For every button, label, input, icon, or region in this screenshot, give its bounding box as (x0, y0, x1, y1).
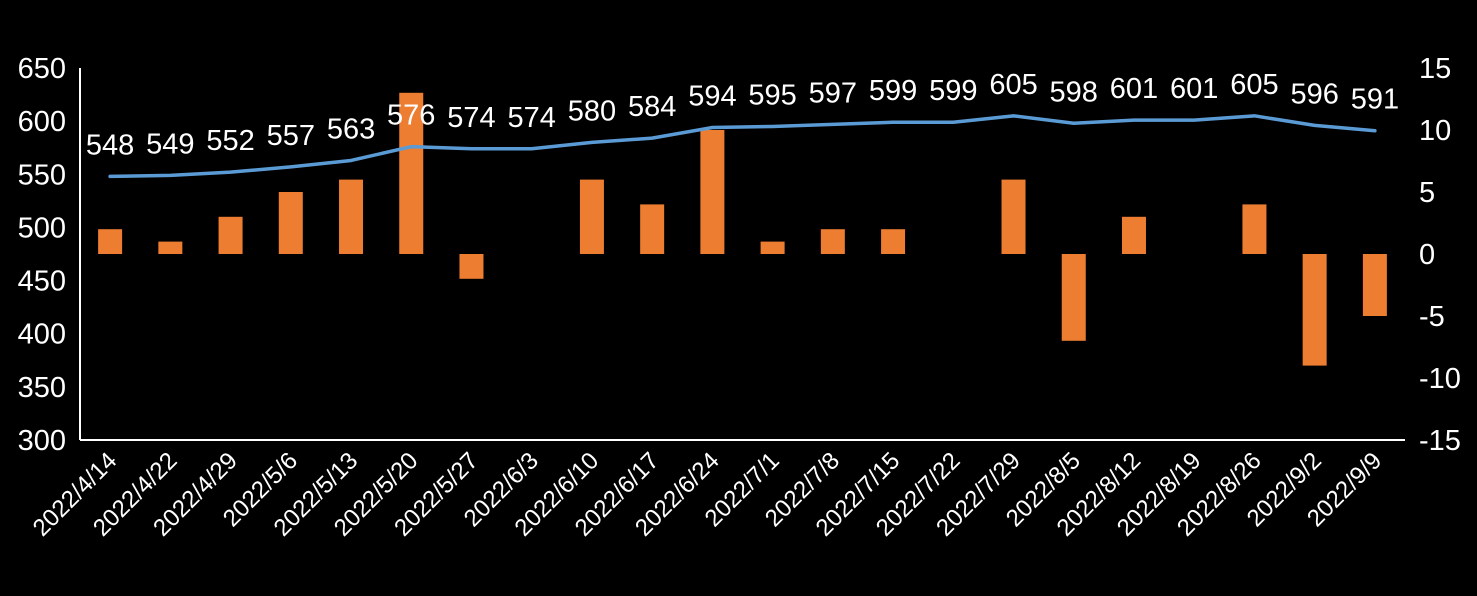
data-label: 599 (929, 75, 977, 107)
left-axis-tick-label: 300 (18, 425, 66, 457)
bar (218, 216, 243, 254)
left-axis-tick-label: 500 (18, 212, 66, 244)
bar (1061, 254, 1086, 341)
right-axis-tick-label: 0 (1419, 239, 1435, 271)
data-label: 584 (628, 91, 676, 123)
left-axis-tick-label: 350 (18, 372, 66, 404)
line-series (108, 114, 1377, 179)
data-label: 601 (1170, 73, 1218, 105)
bar (760, 241, 785, 254)
bar (1001, 179, 1026, 254)
bar (1242, 204, 1267, 254)
right-axis-tick-label: 5 (1419, 177, 1435, 209)
bar (1302, 254, 1327, 366)
bar (1121, 216, 1146, 254)
data-label: 598 (1050, 76, 1098, 108)
bar (459, 254, 484, 279)
left-axis-tick-label: 650 (18, 53, 66, 85)
data-label: 595 (748, 79, 796, 111)
bar (881, 229, 906, 254)
data-label: 574 (508, 102, 556, 134)
data-label: 605 (989, 69, 1037, 101)
data-label: 574 (447, 102, 495, 134)
data-label: 599 (869, 75, 917, 107)
data-label: 591 (1351, 84, 1399, 116)
bar (579, 179, 604, 254)
left-axis-tick-label: 550 (18, 159, 66, 191)
bar (278, 192, 303, 254)
data-label: 563 (327, 113, 375, 145)
right-axis-tick-label: -15 (1419, 425, 1461, 457)
data-label: 557 (267, 120, 315, 152)
data-label: 597 (809, 77, 857, 109)
bar (158, 241, 183, 254)
bar (640, 204, 665, 254)
data-label: 594 (688, 81, 736, 113)
left-axis-tick-label: 450 (18, 266, 66, 298)
left-axis-tick-label: 400 (18, 319, 66, 351)
right-axis-tick-label: -5 (1419, 301, 1445, 333)
data-label: 580 (568, 95, 616, 127)
data-label: 596 (1290, 78, 1338, 110)
bar (98, 229, 123, 254)
data-label: 549 (146, 128, 194, 160)
bar (399, 92, 424, 254)
right-axis-tick-label: 10 (1419, 115, 1451, 147)
data-label: 552 (206, 125, 254, 157)
bar (700, 130, 725, 254)
data-label: 576 (387, 100, 435, 132)
bar (339, 179, 364, 254)
data-label: 548 (86, 129, 134, 161)
left-axis-tick-label: 600 (18, 106, 66, 138)
bar (820, 229, 845, 254)
data-label: 605 (1230, 69, 1278, 101)
data-label: 601 (1110, 73, 1158, 105)
right-axis-tick-label: -10 (1419, 363, 1461, 395)
bar (1362, 254, 1387, 316)
right-axis-tick-label: 15 (1419, 53, 1451, 85)
